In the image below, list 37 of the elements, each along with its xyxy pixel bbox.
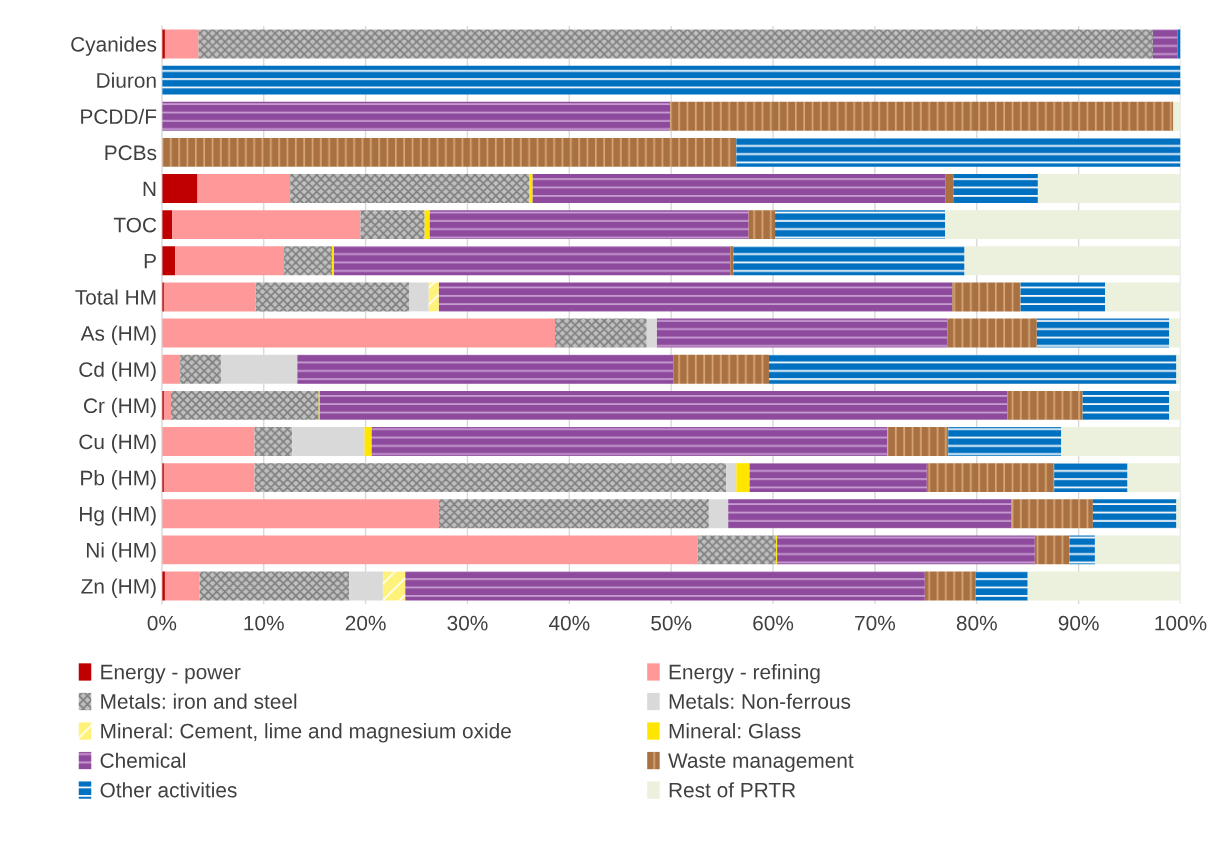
legend-label: Rest of PRTR bbox=[669, 782, 796, 798]
x-tick-label: 30% bbox=[447, 615, 488, 631]
y-tick-label: PCBs bbox=[105, 145, 157, 161]
legend-label: Other activities bbox=[100, 782, 237, 798]
x-tick-label: 10% bbox=[244, 615, 284, 631]
y-tick-label: Zn (HM) bbox=[81, 578, 156, 598]
y-tick-label: N bbox=[143, 181, 156, 197]
x-tick-label: 60% bbox=[753, 615, 794, 631]
y-tick-label: Cd (HM) bbox=[79, 361, 156, 382]
y-tick-label: Ni (HM) bbox=[86, 542, 156, 562]
y-tick-label: Diuron bbox=[97, 72, 156, 88]
x-tick-label: 0% bbox=[147, 615, 177, 631]
legend-label: Metals: iron and steel bbox=[101, 693, 297, 709]
y-tick-label: TOC bbox=[113, 217, 157, 233]
x-tick-label: 100% bbox=[1155, 615, 1207, 631]
x-tick-label: 80% bbox=[956, 615, 997, 631]
y-tick-label: Cr (HM) bbox=[84, 397, 156, 418]
legend-label: Chemical bbox=[100, 752, 186, 768]
y-tick-label: Cyanides bbox=[71, 36, 157, 56]
x-tick-label: 90% bbox=[1058, 615, 1099, 631]
y-tick-label: PCDD/F bbox=[81, 108, 157, 124]
x-tick-label: 50% bbox=[651, 615, 692, 631]
x-tick-label: 20% bbox=[345, 615, 386, 631]
y-tick-label: Cu (HM) bbox=[79, 433, 156, 454]
x-tick-label: 40% bbox=[548, 615, 590, 631]
y-tick-label: P bbox=[144, 254, 156, 269]
legend-label: Mineral: Cement, lime and magnesium oxide bbox=[101, 723, 511, 743]
y-tick-label: As (HM) bbox=[80, 325, 156, 345]
legend-label: Waste management bbox=[668, 753, 854, 773]
legend-label: Energy - refining bbox=[669, 664, 820, 684]
x-tick-label: 70% bbox=[855, 615, 896, 631]
y-tick-label: Hg (HM) bbox=[80, 506, 156, 526]
legend-label: Energy - power bbox=[101, 664, 241, 684]
legend-label: Metals: Non-ferrous bbox=[669, 693, 851, 709]
y-tick-label: Total HM bbox=[75, 289, 156, 305]
legend-label: Mineral: Glass bbox=[669, 723, 801, 739]
y-tick-label: Pb (HM) bbox=[81, 470, 156, 490]
